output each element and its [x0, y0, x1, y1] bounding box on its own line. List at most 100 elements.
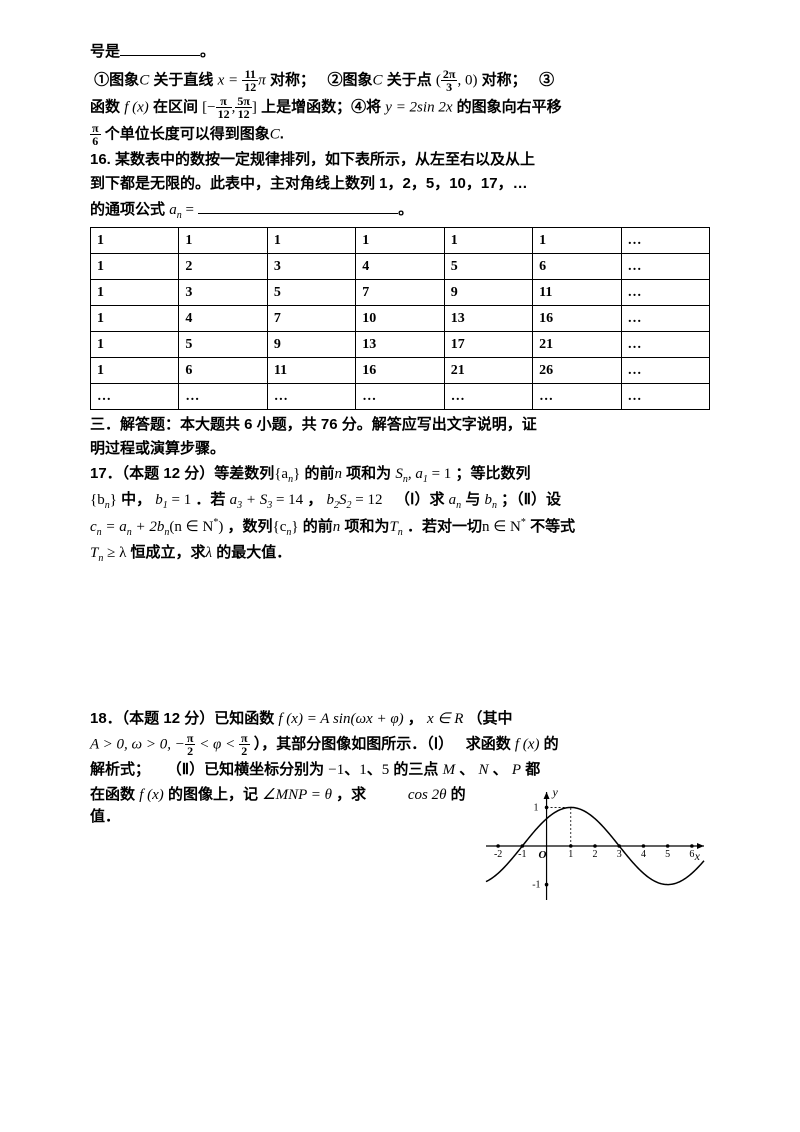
- blank: [120, 40, 200, 56]
- t: 对称；: [270, 71, 315, 88]
- q16-line1: 16. 某数表中的数按一定规律排列，如下表所示，从左至右以及从上: [90, 149, 710, 172]
- table-row: 147101316…: [91, 305, 710, 331]
- table-cell: 1: [91, 331, 179, 357]
- svg-text:1: 1: [568, 849, 573, 860]
- t: 在区间: [153, 98, 198, 115]
- b2: b2: [327, 492, 340, 508]
- t: ，: [408, 710, 423, 727]
- fx-def: f (x) = A sin(ωx + φ): [278, 711, 403, 727]
- y-eq: y = 2sin 2x: [385, 99, 452, 115]
- table-cell: …: [621, 227, 709, 253]
- q17-l2: {bn} 中， b1 = 1 ．若 a3 + S3 = 14 ， b2S2 = …: [90, 489, 710, 513]
- table-cell: 3: [267, 253, 355, 279]
- svg-text:-2: -2: [494, 849, 502, 860]
- table-row: 159131721…: [91, 331, 710, 357]
- Tn-ge: Tn: [90, 545, 103, 561]
- frac-11-12: 1112: [242, 68, 258, 93]
- table-cell: 5: [179, 331, 267, 357]
- q17-l3: cn = an + 2bn(n ∈ N*) ，数列{cn} 的前n 项和为Tn …: [90, 515, 710, 540]
- table-cell: …: [179, 383, 267, 409]
- text: 号是: [90, 43, 120, 60]
- t: （Ⅱ）已知横坐标分别为: [167, 761, 324, 778]
- q18-l2: A > 0, ω > 0, −π2 < φ < π2 ），其部分图像如图所示．（…: [90, 732, 710, 757]
- svg-text:x: x: [694, 849, 701, 863]
- P: P: [512, 762, 521, 778]
- table-cell: 3: [179, 279, 267, 305]
- t: 在函数: [90, 786, 135, 803]
- t: 、: [344, 761, 359, 778]
- t: 的最大值．: [216, 544, 291, 561]
- ge: ≥ λ: [103, 545, 126, 561]
- t: 的前: [303, 518, 333, 535]
- pi: π: [258, 72, 266, 88]
- svg-text:y: y: [552, 785, 559, 799]
- q16-line2: 到下都是无限的。此表中，主对角线上数列 1，2，5，10，17，…: [90, 173, 710, 196]
- section3-title2: 明过程或演算步骤。: [90, 438, 710, 461]
- neg1: −1: [328, 762, 344, 778]
- table-cell: 1: [267, 227, 355, 253]
- n: n: [334, 466, 342, 482]
- five: 5: [382, 762, 390, 778]
- table-row: 1357911…: [91, 279, 710, 305]
- frac-pi12: π12: [216, 95, 232, 120]
- fx: f (x): [139, 787, 164, 803]
- frac-pi2a: π2: [185, 732, 196, 757]
- table-cell: 1: [91, 279, 179, 305]
- svg-text:-1: -1: [518, 849, 526, 860]
- table-cell: …: [267, 383, 355, 409]
- N: N: [478, 762, 488, 778]
- t: 不等式: [530, 518, 575, 535]
- eq: = 1: [168, 492, 191, 508]
- Sn: Sn: [395, 466, 408, 482]
- mathC: C: [139, 72, 149, 88]
- t: 的三点: [393, 761, 438, 778]
- table-cell: 17: [444, 331, 532, 357]
- table-cell: 2: [179, 253, 267, 279]
- table-cell: …: [621, 331, 709, 357]
- table-cell: 4: [356, 253, 444, 279]
- table-cell: 1: [179, 227, 267, 253]
- t: ；等比数列: [455, 465, 530, 482]
- table-cell: …: [621, 279, 709, 305]
- q18-graph: -2-11234561-1yxO: [480, 784, 710, 922]
- cond: A > 0, ω > 0, −: [90, 736, 185, 752]
- bn: bn: [485, 492, 498, 508]
- eq12: = 12: [352, 492, 383, 508]
- svg-text:4: 4: [641, 849, 646, 860]
- t: ．若: [195, 491, 225, 508]
- br: ]: [252, 99, 257, 115]
- frac-2pi3: 2π3: [441, 68, 458, 93]
- table-row: 111111…: [91, 227, 710, 253]
- b1: b1: [155, 492, 168, 508]
- t: （其中: [468, 710, 513, 727]
- q17-l4: Tn ≥ λ 恒成立，求λ 的最大值．: [90, 542, 710, 566]
- table-cell: …: [621, 305, 709, 331]
- table-cell: …: [533, 383, 621, 409]
- t: 。: [398, 201, 413, 218]
- blank: [198, 198, 398, 214]
- table-cell: 1: [91, 305, 179, 331]
- table-cell: 1: [91, 357, 179, 383]
- t: 求函数: [466, 735, 511, 752]
- table-cell: …: [91, 383, 179, 409]
- t: 17．（本题 12 分）等差数列: [90, 465, 274, 482]
- table-cell: 1: [91, 253, 179, 279]
- table-cell: 16: [356, 357, 444, 383]
- table-row: 123456…: [91, 253, 710, 279]
- mathC: C: [270, 126, 280, 142]
- q15-top-line: 号是 。: [90, 40, 710, 64]
- cn-def: cn = an + 2bn: [90, 519, 169, 535]
- table-cell: …: [621, 383, 709, 409]
- text: 。: [200, 43, 215, 60]
- table-cell: 6: [179, 357, 267, 383]
- nin: (n ∈ N*): [169, 519, 223, 535]
- t: 的前: [304, 465, 334, 482]
- table-cell: 5: [444, 253, 532, 279]
- S3: + S3: [242, 492, 272, 508]
- xR: x ∈ R: [427, 711, 463, 727]
- q18-l1: 18．（本题 12 分）已知函数 f (x) = A sin(ωx + φ) ，…: [90, 708, 710, 731]
- n: n: [333, 519, 341, 535]
- t: 18．（本题 12 分）已知函数: [90, 710, 274, 727]
- set: {an}: [274, 466, 300, 482]
- svg-text:3: 3: [617, 849, 622, 860]
